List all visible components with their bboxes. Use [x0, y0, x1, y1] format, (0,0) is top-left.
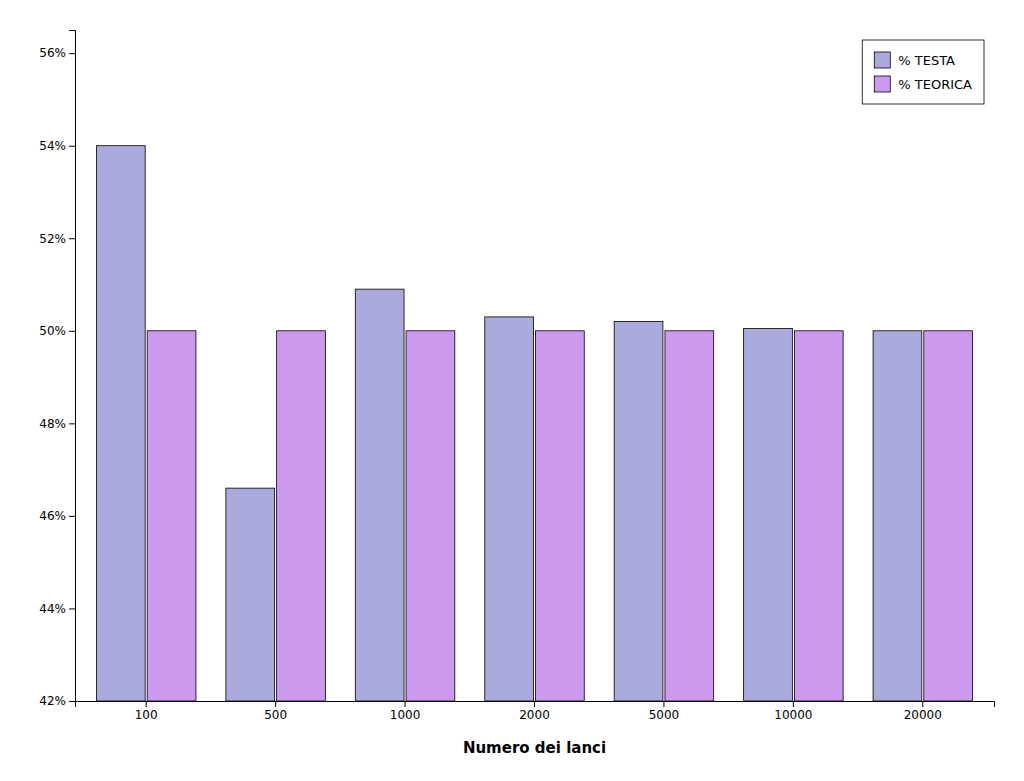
- x-tick: 2000: [519, 701, 550, 722]
- y-tick: 42%: [39, 694, 75, 708]
- bar: [794, 331, 843, 701]
- y-tick-label: 50%: [39, 324, 66, 338]
- y-tick: 52%: [39, 232, 75, 246]
- bar-series: [147, 331, 972, 701]
- legend-item: % TEORICA: [874, 76, 972, 92]
- x-tick: 100: [135, 701, 158, 722]
- y-tick-mark: [69, 701, 75, 702]
- bar-series: [96, 146, 921, 701]
- y-tick-mark: [69, 146, 75, 147]
- y-axis: 42% 44% 46% 48% 50% 52% 54% 56%: [39, 31, 75, 709]
- y-tick-label: 56%: [39, 46, 66, 60]
- legend-label: % TEORICA: [898, 77, 972, 92]
- bar: [744, 328, 793, 701]
- bar: [96, 146, 145, 701]
- x-tick-mark: [922, 701, 923, 707]
- legend-item: % TESTA: [874, 52, 955, 68]
- bar: [924, 331, 973, 701]
- bar: [485, 317, 534, 701]
- x-tick-mark: [146, 701, 147, 707]
- y-tick: 44%: [39, 602, 75, 616]
- bar: [406, 331, 455, 701]
- y-tick-label: 42%: [39, 694, 66, 708]
- x-tick-label: 20000: [904, 708, 942, 722]
- bar: [536, 331, 585, 701]
- y-tick-mark: [69, 608, 75, 609]
- y-tick-label: 44%: [39, 602, 66, 616]
- x-tick: 5000: [649, 701, 680, 722]
- x-tick-mark: [275, 701, 276, 707]
- y-tick: 46%: [39, 509, 75, 523]
- bars: [96, 146, 972, 701]
- x-tick-mark: [405, 701, 406, 707]
- x-tick-label: 100: [135, 708, 158, 722]
- x-axis: 100 500 1000 2000 5000 10000 20000: [76, 701, 995, 722]
- x-tick-label: 10000: [774, 708, 812, 722]
- bar: [614, 322, 663, 701]
- bar: [277, 331, 326, 701]
- y-axis-line: [69, 31, 76, 702]
- y-tick-mark: [69, 238, 75, 239]
- y-tick-mark: [69, 423, 75, 424]
- legend-swatch: [874, 52, 890, 68]
- y-tick: 54%: [39, 139, 75, 153]
- x-tick-label: 5000: [649, 708, 680, 722]
- y-tick-label: 46%: [39, 509, 66, 523]
- x-tick-mark: [663, 701, 664, 707]
- bar: [873, 331, 922, 701]
- legend-frame: [862, 40, 984, 104]
- x-tick: 10000: [774, 701, 812, 722]
- bar: [147, 331, 196, 701]
- x-tick-label: 500: [264, 708, 287, 722]
- y-tick-label: 54%: [39, 139, 66, 153]
- chart: 42% 44% 46% 48% 50% 52% 54% 56% 100 500 1000 2000 50…: [0, 0, 1024, 781]
- x-axis-title: Numero dei lanci: [463, 739, 606, 757]
- y-tick: 50%: [39, 324, 75, 338]
- y-tick-label: 48%: [39, 417, 66, 431]
- y-tick-mark: [69, 516, 75, 517]
- legend-swatch: [874, 76, 890, 92]
- x-tick-mark: [534, 701, 535, 707]
- x-tick-mark: [793, 701, 794, 707]
- bar: [355, 289, 404, 701]
- bar: [665, 331, 714, 701]
- bar: [226, 488, 275, 701]
- y-tick: 48%: [39, 417, 75, 431]
- x-tick: 1000: [390, 701, 421, 722]
- x-tick-label: 2000: [519, 708, 550, 722]
- x-axis-line: [76, 702, 995, 708]
- x-tick-label: 1000: [390, 708, 421, 722]
- plot: 42% 44% 46% 48% 50% 52% 54% 56% 100 500 1000 2000 50…: [39, 31, 994, 722]
- y-tick-mark: [69, 331, 75, 332]
- x-tick: 20000: [904, 701, 942, 722]
- y-tick-label: 52%: [39, 232, 66, 246]
- legend-label: % TESTA: [898, 53, 955, 68]
- x-tick: 500: [264, 701, 287, 722]
- y-tick-mark: [69, 53, 75, 54]
- y-tick: 56%: [39, 46, 75, 60]
- legend: % TESTA % TEORICA: [862, 40, 984, 104]
